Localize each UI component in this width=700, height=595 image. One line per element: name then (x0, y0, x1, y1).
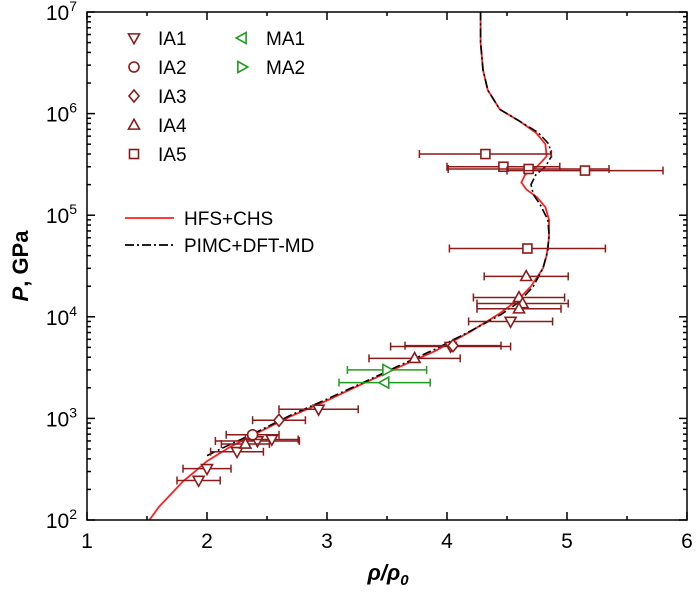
point-ia1 (503, 316, 518, 329)
legend-ia3-label: IA3 (158, 87, 187, 108)
legend: IA1 IA2 IA3 IA4 IA5 MA1 MA2 HFS+CHS PIMC+DFT-MD (125, 29, 314, 257)
legend-ia3-marker (127, 88, 141, 104)
point-ia4 (407, 350, 422, 364)
y-axis-title-symbol: P (8, 286, 33, 301)
legend-ma2-marker (237, 60, 250, 74)
legend-ia2: IA2 (128, 58, 187, 79)
legend-ia2-marker (128, 61, 140, 73)
y-axis-title-unit: , GPa (8, 230, 33, 287)
x-tick-label: 4 (441, 530, 453, 553)
point-ma2 (382, 363, 395, 377)
axis-ticks: 1 2 3 4 5 6 102 103 104 105 106 107 (46, 0, 693, 553)
y-tick-label: 104 (46, 303, 77, 330)
legend-ma2-label: MA2 (266, 58, 305, 79)
legend-ma1-label: MA1 (266, 29, 305, 50)
legend-ia4-marker (127, 117, 141, 130)
data-points (176, 148, 664, 488)
y-tick-label: 103 (46, 404, 77, 431)
y-axis-title: P, GPa (8, 230, 33, 302)
point-ia5 (523, 163, 534, 175)
legend-ia1-marker (127, 33, 141, 46)
legend-ia2-label: IA2 (158, 58, 187, 79)
model-curves (148, 12, 553, 520)
point-ia4 (238, 436, 253, 449)
x-tick-label: 6 (681, 530, 693, 553)
x-tick-label: 3 (321, 530, 333, 553)
legend-pimc-dft-md-label: PIMC+DFT-MD (184, 236, 314, 257)
point-ia5 (579, 165, 591, 176)
legend-ia5: IA5 (128, 145, 187, 166)
legend-ma1: MA1 (234, 29, 305, 50)
legend-pimc-dft-md: PIMC+DFT-MD (125, 236, 314, 257)
legend-ma1-marker (234, 31, 247, 45)
curve-hfs-chs (148, 12, 550, 520)
point-ia5 (522, 243, 533, 254)
legend-ia1: IA1 (127, 29, 187, 50)
y-tick-label: 102 (46, 506, 77, 533)
y-tick-label: 106 (46, 100, 77, 127)
point-ia4 (519, 268, 534, 282)
y-tick-label: 107 (46, 0, 77, 25)
legend-hfs-chs-label: HFS+CHS (184, 209, 273, 230)
legend-ia4-label: IA4 (158, 116, 187, 137)
x-axis-title-sub: 0 (400, 572, 409, 589)
legend-ia5-label: IA5 (158, 145, 187, 166)
x-axis-title-main: ρ/ρ (366, 560, 400, 585)
x-tick-label: 2 (201, 530, 213, 553)
point-ia5 (498, 161, 509, 173)
legend-hfs-chs: HFS+CHS (125, 209, 273, 230)
x-tick-label: 5 (561, 530, 573, 553)
curve-pimc-dft-md (206, 12, 553, 457)
point-ia2 (246, 428, 259, 441)
legend-ia3: IA3 (127, 87, 187, 108)
point-ia5 (480, 148, 491, 160)
legend-ia5-marker (128, 148, 140, 160)
point-ia1 (230, 446, 244, 460)
point-ia1 (311, 404, 326, 417)
point-ia1 (191, 475, 206, 488)
point-ia1 (200, 463, 214, 477)
legend-ia4: IA4 (127, 116, 187, 137)
y-tick-label: 105 (46, 201, 77, 228)
point-ia3 (446, 338, 460, 353)
point-ia4 (512, 301, 526, 314)
x-axis-title: ρ/ρ0 (366, 560, 409, 589)
legend-ma2: MA2 (237, 58, 305, 79)
x-tick-label: 1 (81, 530, 93, 553)
legend-ia1-label: IA1 (158, 29, 187, 50)
point-ia3 (272, 412, 286, 428)
point-ma1 (377, 375, 390, 390)
